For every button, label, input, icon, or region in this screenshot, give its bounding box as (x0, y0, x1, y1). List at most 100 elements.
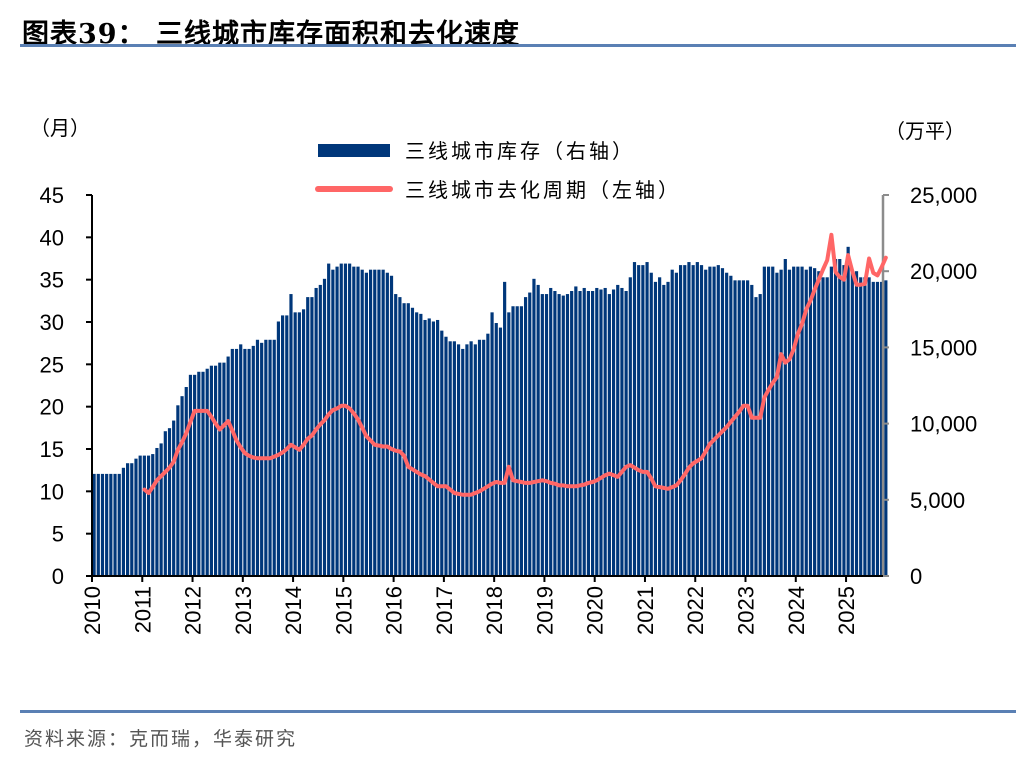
bar (595, 287, 599, 576)
bar (440, 330, 444, 576)
bar (687, 262, 691, 576)
bar (486, 333, 490, 576)
bar (234, 348, 239, 576)
bar (729, 275, 733, 576)
bar (620, 287, 624, 576)
bar (297, 312, 301, 576)
bar (511, 306, 515, 576)
bar (821, 277, 825, 576)
bar (318, 284, 322, 576)
bar (427, 318, 431, 576)
bar (176, 405, 180, 576)
left-tick-label: 35 (40, 268, 64, 293)
x-tick-label: 2012 (181, 586, 206, 635)
bar (557, 294, 561, 576)
bar (817, 271, 821, 576)
bar (419, 313, 423, 576)
bar (431, 321, 436, 576)
bar (230, 348, 234, 576)
bar (544, 294, 549, 576)
bar (758, 294, 762, 576)
x-tick-label: 2015 (331, 586, 356, 635)
bar (800, 266, 804, 576)
bar (536, 284, 540, 576)
bar (281, 315, 285, 576)
bar (146, 455, 151, 576)
bar (423, 319, 427, 576)
bar (205, 368, 209, 576)
bar (616, 284, 620, 576)
bar (796, 266, 800, 576)
bar (737, 280, 741, 576)
bar (276, 321, 281, 576)
bar (519, 306, 523, 576)
bar (289, 294, 293, 576)
bar (532, 278, 536, 576)
bar (833, 259, 838, 576)
bar (389, 275, 394, 576)
bar (167, 428, 172, 576)
right-tick-label: 25,000 (910, 183, 977, 208)
bar (197, 371, 201, 576)
bar (842, 265, 846, 576)
x-tick-label: 2018 (482, 586, 507, 635)
bar (368, 269, 373, 576)
bar (775, 272, 779, 576)
bar (134, 458, 138, 576)
bar (523, 297, 528, 576)
bar (352, 266, 356, 576)
bar (515, 306, 519, 576)
bar-series (92, 246, 888, 576)
bar (469, 341, 473, 576)
axes: 05101520253035404505,00010,00015,00020,0… (40, 183, 978, 635)
bar (394, 294, 398, 576)
bar (239, 344, 243, 576)
bar (808, 266, 813, 576)
bar (130, 463, 134, 576)
bar (666, 281, 670, 576)
bar (695, 262, 699, 576)
right-tick-label: 10,000 (910, 412, 977, 437)
x-tick-label: 2014 (281, 586, 306, 635)
bar (155, 447, 159, 576)
bar (750, 284, 754, 576)
bar (331, 269, 335, 576)
bar (461, 348, 465, 576)
bar (787, 269, 792, 576)
bar (100, 473, 105, 576)
bar (364, 272, 368, 576)
bar (92, 473, 96, 576)
bar (452, 341, 456, 576)
bar (327, 263, 331, 576)
line-path (142, 232, 888, 497)
left-tick-label: 0 (52, 564, 64, 589)
bar (528, 292, 532, 576)
legend-bar-label: 三线城市库存（右轴） (405, 139, 635, 163)
bar (159, 443, 163, 576)
bar (880, 281, 884, 576)
bar (607, 294, 611, 576)
x-tick-label: 2011 (130, 586, 155, 633)
line-series (142, 232, 888, 497)
bar (746, 280, 750, 576)
bar (151, 454, 155, 576)
bar (456, 344, 461, 576)
bar (628, 277, 632, 576)
bar (846, 246, 850, 576)
bar (213, 365, 218, 576)
bar (385, 272, 389, 576)
x-tick-label: 2016 (382, 586, 407, 635)
bar (448, 341, 452, 576)
bar (704, 269, 708, 576)
bar (142, 455, 146, 576)
bar (825, 277, 829, 576)
bar (632, 262, 637, 576)
bar (503, 281, 507, 576)
bar (645, 262, 649, 576)
bar (184, 387, 188, 576)
bar (436, 319, 440, 576)
bar (670, 269, 674, 576)
bar (582, 287, 586, 576)
bar (222, 362, 226, 576)
